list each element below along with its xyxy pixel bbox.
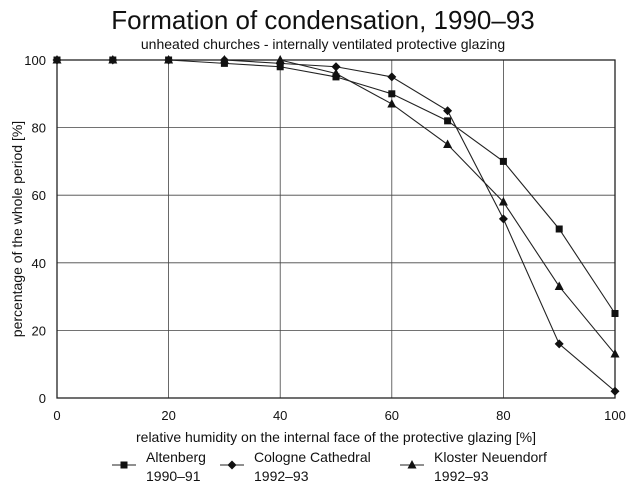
data-point [610, 349, 620, 358]
legend-series-period: 1992–93 [434, 468, 489, 484]
data-point [388, 90, 396, 98]
legend-series-name: Kloster Neuendorf [434, 449, 547, 465]
y-tick-label: 40 [32, 256, 46, 271]
plot-frame [56, 59, 616, 399]
data-point [52, 55, 62, 64]
chart-subtitle: unheated churches - internally ventilate… [141, 36, 505, 52]
legend-item: Cologne Cathedral 1992–93 [220, 449, 371, 484]
series-square [53, 56, 619, 317]
data-point [219, 55, 229, 64]
x-tick-label: 60 [385, 408, 399, 423]
series-triangle [52, 55, 620, 358]
data-point [443, 106, 453, 116]
data-point [331, 62, 341, 72]
legend-series-period: 1992–93 [254, 468, 309, 484]
legend-series-name: Cologne Cathedral [254, 449, 371, 465]
data-point [331, 68, 341, 78]
data-point [498, 214, 508, 224]
data-point [387, 98, 397, 108]
legend-marker [407, 460, 417, 469]
legend: Altenberg 1990–91 Cologne Cathedral 1992–93… [112, 449, 547, 484]
x-tick-label: 40 [273, 408, 287, 423]
series-line [57, 59, 616, 355]
y-axis: 0 20 40 60 80 100 [24, 53, 46, 406]
x-tick-label: 20 [161, 408, 175, 423]
y-axis-label: percentage of the whole period [%] [9, 121, 25, 337]
legend-marker [120, 461, 128, 469]
y-tick-label: 100 [24, 53, 46, 68]
data-point [443, 139, 453, 148]
series-line [57, 59, 616, 314]
y-tick-label: 60 [32, 188, 46, 203]
x-tick-label: 100 [604, 408, 626, 423]
data-point [554, 281, 564, 290]
y-tick-label: 80 [32, 121, 46, 136]
y-tick-label: 0 [39, 391, 46, 406]
data-point [554, 339, 564, 349]
y-tick-label: 20 [32, 323, 46, 338]
data-point [275, 55, 285, 64]
data-point [610, 386, 620, 396]
data-point [611, 310, 619, 317]
series-diamond [52, 55, 620, 396]
legend-item: Kloster Neuendorf 1992–93 [400, 449, 547, 484]
data-point [555, 225, 563, 233]
data-point [387, 72, 397, 82]
legend-marker [227, 460, 237, 470]
data-point [499, 157, 507, 165]
x-tick-label: 80 [496, 408, 510, 423]
data-point [108, 55, 118, 64]
series-line [57, 59, 616, 392]
legend-item: Altenberg 1990–91 [112, 449, 206, 484]
data-point [498, 196, 508, 206]
series-layer [52, 55, 620, 396]
data-point [444, 117, 452, 125]
x-axis-label: relative humidity on the internal face o… [136, 429, 536, 445]
x-axis: 0 20 40 60 80 100 [53, 408, 625, 423]
chart-title: Formation of condensation, 1990–93 [111, 5, 535, 35]
grid-lines [57, 60, 615, 398]
legend-series-period: 1990–91 [146, 468, 201, 484]
data-point [164, 55, 174, 64]
legend-series-name: Altenberg [146, 449, 206, 465]
x-tick-label: 0 [53, 408, 60, 423]
